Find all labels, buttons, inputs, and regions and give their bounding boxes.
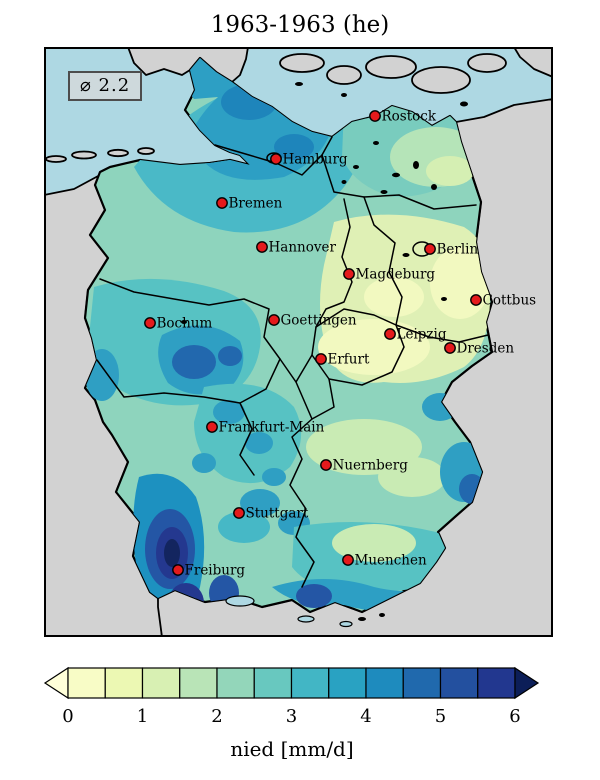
danish-island xyxy=(467,53,507,73)
germany-precipitation-map: Rostock Hamburg Bremen Hannover BerlinMagdeb… xyxy=(44,47,553,637)
colorbar-cells xyxy=(43,666,540,700)
city-marker-rostock xyxy=(369,110,381,122)
city-marker-hamburg xyxy=(270,153,282,165)
city-marker-bochum xyxy=(144,317,156,329)
frisian-island xyxy=(45,155,67,163)
city-label-leipzig: Leipzig xyxy=(397,327,447,343)
colorbar-segment xyxy=(328,667,367,699)
colorbar-segment xyxy=(253,667,293,699)
colorbar-ticks: 0 1 2 3 4 5 6 xyxy=(62,706,520,727)
cities-layer: Rostock Hamburg Bremen Hannover BerlinMagdeb… xyxy=(144,109,537,579)
colorbar-tick-5: 5 xyxy=(435,706,446,727)
city-marker-erfurt xyxy=(315,353,327,365)
city-label-hamburg: Hamburg xyxy=(283,152,348,168)
city-marker-frankfurt-main xyxy=(206,421,218,433)
colorbar-segment xyxy=(216,667,255,699)
danish-island xyxy=(279,53,325,73)
city-marker-bremen xyxy=(216,197,228,209)
colorbar-under-arrow xyxy=(43,666,69,700)
city-marker-cottbus xyxy=(470,294,482,306)
colorbar-segment xyxy=(179,667,218,699)
land-sweden xyxy=(513,47,553,78)
colorbar-tick-1: 1 xyxy=(137,706,148,727)
colorbar: 0 1 2 3 4 5 6 nied [mm/d] xyxy=(43,666,540,761)
city-label-cottbus: Cottbus xyxy=(483,293,537,309)
city-marker-goettingen xyxy=(268,314,280,326)
city-label-hannover: Hannover xyxy=(269,240,337,256)
colorbar-segment xyxy=(477,667,516,699)
city-marker-berlin xyxy=(424,243,436,255)
map-details xyxy=(181,82,468,628)
city-marker-nuernberg xyxy=(320,459,332,471)
colorbar-segment xyxy=(365,667,404,699)
city-label-muenchen: Muenchen xyxy=(355,553,427,569)
page-title: 1963-1963 (he) xyxy=(210,12,390,38)
colorbar-tick-2: 2 xyxy=(211,706,222,727)
city-label-freiburg: Freiburg xyxy=(185,563,246,579)
city-marker-leipzig xyxy=(384,328,396,340)
frisian-island xyxy=(137,147,155,155)
map-frame xyxy=(44,47,553,637)
city-label-dresden: Dresden xyxy=(457,341,515,357)
frisian-island xyxy=(71,150,97,160)
city-label-berlin: Berlin xyxy=(437,242,479,258)
city-marker-dresden xyxy=(444,342,456,354)
city-marker-muenchen xyxy=(342,554,354,566)
colorbar-tick-0: 0 xyxy=(62,706,73,727)
colorbar-over-arrow xyxy=(514,666,540,700)
city-label-nuernberg: Nuernberg xyxy=(333,458,409,474)
city-marker-hannover xyxy=(256,241,268,253)
city-label-bremen: Bremen xyxy=(229,196,283,212)
danish-island xyxy=(411,66,471,94)
foreign-land-layer xyxy=(44,47,553,637)
frisian-island xyxy=(107,148,129,158)
city-marker-stuttgart xyxy=(233,507,245,519)
danish-island xyxy=(365,55,417,79)
colorbar-segment xyxy=(141,667,181,699)
city-label-magdeburg: Magdeburg xyxy=(356,267,436,283)
colorbar-segment xyxy=(439,667,479,699)
colorbar-segment xyxy=(104,667,144,699)
colorbar-segment xyxy=(290,667,330,699)
colorbar-tick-3: 3 xyxy=(286,706,297,727)
city-label-bochum: Bochum xyxy=(157,316,213,332)
colorbar-segment xyxy=(402,667,442,699)
city-label-rostock: Rostock xyxy=(382,109,437,125)
city-label-stuttgart: Stuttgart xyxy=(246,506,309,522)
colorbar-tick-6: 6 xyxy=(509,706,520,727)
danish-island xyxy=(326,65,362,85)
colorbar-tick-4: 4 xyxy=(360,706,371,727)
city-label-frankfurt-main: Frankfurt-Main xyxy=(219,420,325,436)
colorbar-segment xyxy=(67,667,106,699)
colorbar-label: nied [mm/d] xyxy=(230,737,353,761)
city-label-erfurt: Erfurt xyxy=(328,352,370,368)
city-label-goettingen: Goettingen xyxy=(281,313,357,329)
city-marker-freiburg xyxy=(172,564,184,576)
mean-badge: ⌀ 2.2 xyxy=(68,71,143,101)
city-marker-magdeburg xyxy=(343,268,355,280)
